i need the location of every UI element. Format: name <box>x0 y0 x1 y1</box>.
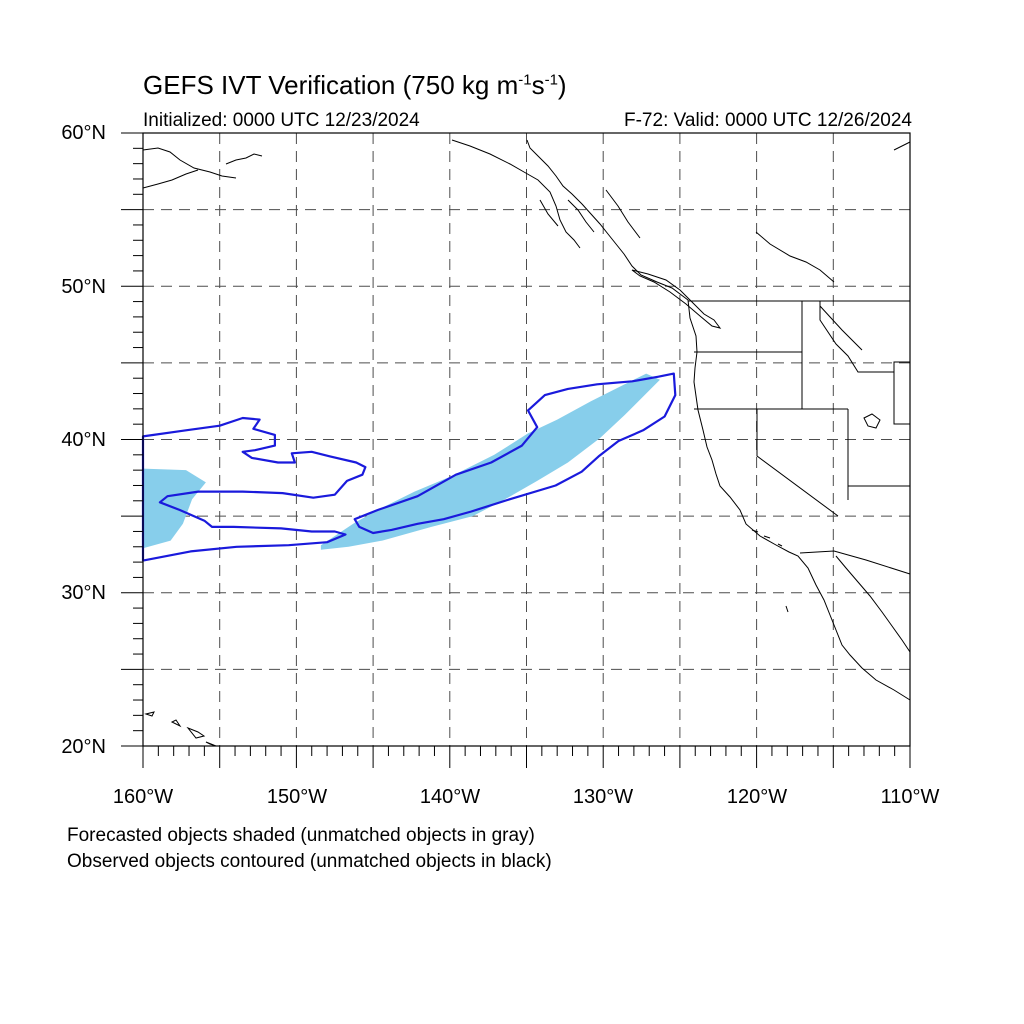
lat-label-60: 60°N <box>61 122 106 144</box>
border-state-lines <box>694 301 911 575</box>
valid-label: F-72: Valid: 0000 UTC 12/26/2024 <box>624 110 912 131</box>
observed-objects <box>141 372 677 562</box>
coast-channel-islands <box>751 529 789 613</box>
coast-west-north-america <box>526 139 911 701</box>
title-exp2: -1 <box>544 71 558 89</box>
title-end: ) <box>557 70 567 100</box>
coast-baja-gulf <box>835 555 911 653</box>
coast-alaska-panhandle <box>451 139 595 249</box>
coast-bc-inner <box>605 189 863 351</box>
forecast-objects <box>143 373 660 550</box>
lon-label-120w: 120°W <box>726 786 788 808</box>
lon-label-140w: 140°W <box>419 786 481 808</box>
lat-label-30: 30°N <box>61 582 106 604</box>
lat-label-20: 20°N <box>61 736 106 758</box>
title-main: GEFS IVT Verification (750 kg m <box>143 70 519 100</box>
lon-label-160w: 160°W <box>112 786 174 808</box>
note-observed: Observed objects contoured (unmatched ob… <box>67 851 552 872</box>
coastlines-and-borders <box>142 139 911 747</box>
initialized-label: Initialized: 0000 UTC 12/23/2024 <box>143 110 420 131</box>
lat-lon-grid <box>143 133 910 746</box>
coast-vancouver-island <box>631 269 722 329</box>
title-mid: s <box>531 70 545 100</box>
axis-ticks <box>121 132 911 768</box>
lon-label-150w: 150°W <box>266 786 328 808</box>
coast-hawaii <box>144 711 217 747</box>
coast-great-salt-lake <box>863 413 881 429</box>
lon-label-110w: 110°W <box>880 786 940 808</box>
lat-label-40: 40°N <box>61 429 106 451</box>
observed-contour-west <box>141 416 367 562</box>
coast-alaska-southwest <box>142 141 911 189</box>
note-forecast: Forecasted objects shaded (unmatched obj… <box>67 825 535 846</box>
observed-contour-main <box>353 372 677 535</box>
lat-label-50: 50°N <box>61 276 106 298</box>
chart-title: GEFS IVT Verification (750 kg m-1s-1) <box>143 70 567 101</box>
map-frame <box>142 132 911 747</box>
title-exp1: -1 <box>518 71 532 89</box>
lon-label-130w: 130°W <box>572 786 634 808</box>
